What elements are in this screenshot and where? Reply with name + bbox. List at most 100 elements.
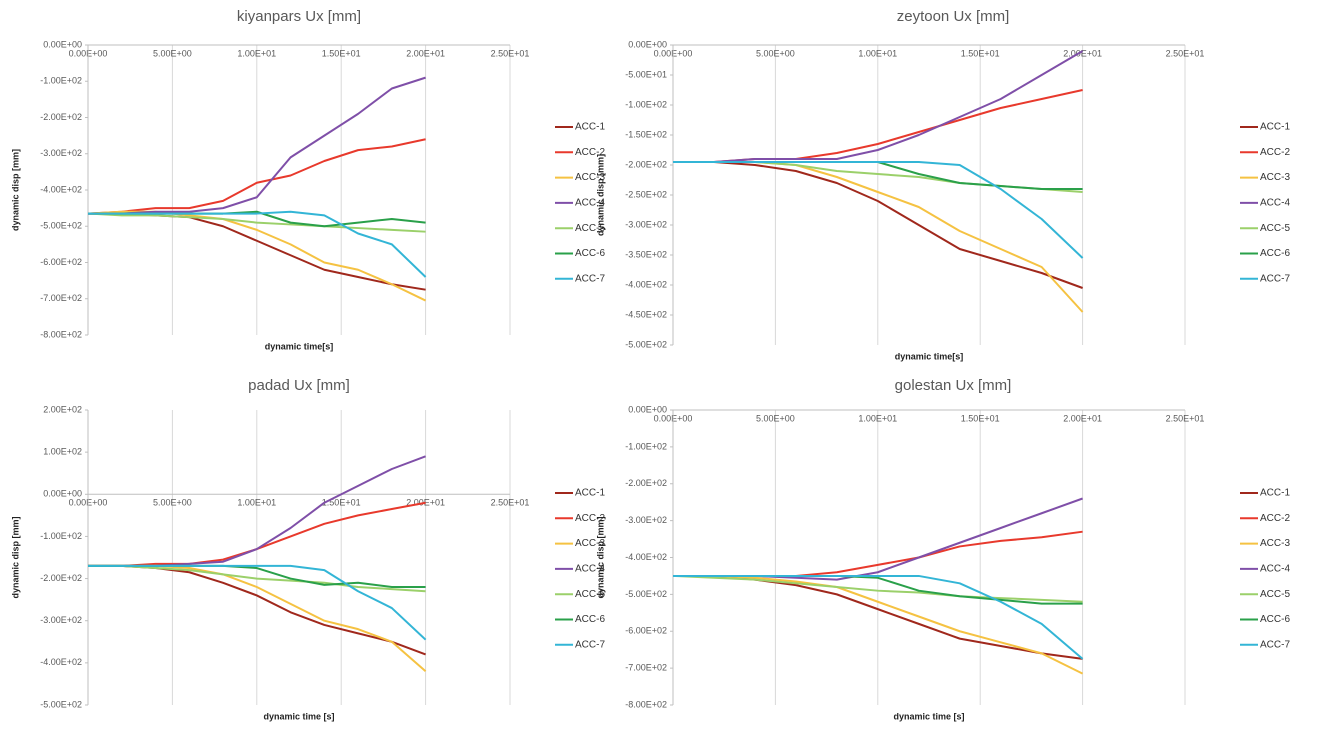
series-line [87,138,426,215]
legend-label: ACC-1 [1260,122,1290,133]
legend-label: ACC-6 [575,248,605,259]
y-tick-label: -2.00E+02 [40,573,82,583]
x-tick-label: 2.50E+01 [1166,413,1205,423]
y-tick-label: -1.00E+02 [40,76,82,86]
legend-label: ACC-4 [1260,198,1290,209]
series-line [673,574,1084,675]
x-tick-label: 5.00E+00 [756,48,795,58]
series-line [673,161,1084,259]
y-tick-label: -5.00E+02 [625,339,667,349]
x-tick-label: 1.50E+01 [961,48,1000,58]
legend-label: ACC-4 [1260,564,1290,575]
chart-title: padad Ux [mm] [248,377,350,394]
y-tick-label: -5.00E+02 [625,589,667,599]
y-tick-label: -4.50E+02 [625,309,667,319]
legend-label: ACC-2 [575,513,605,524]
x-tick-label: 1.00E+01 [237,498,276,508]
series-line [672,574,1083,603]
y-tick-label: -2.00E+02 [625,478,667,488]
y-tick-label: -6.00E+02 [40,257,82,267]
legend-label: ACC-1 [575,122,605,133]
legend-label: ACC-2 [575,147,605,158]
y-tick-label: -4.00E+02 [40,184,82,194]
y-tick-label: -1.00E+02 [40,531,82,541]
y-axis-title: dynamic disp [mm] [595,154,605,236]
legend-label: ACC-7 [575,273,605,284]
y-tick-label: -4.00E+02 [40,657,82,667]
legend-label: ACC-3 [1260,172,1290,183]
legend-label: ACC-4 [575,564,605,575]
legend-label: ACC-7 [1260,639,1290,650]
x-tick-label: 1.00E+01 [237,48,276,58]
y-tick-label: 0.00E+00 [628,39,667,49]
legend-label: ACC-2 [1260,513,1290,524]
y-axis-title: dynamic disp [mm] [10,149,20,231]
y-tick-label: -1.50E+02 [625,129,667,139]
y-tick-label: -6.00E+02 [625,626,667,636]
y-tick-label: -8.00E+02 [40,329,82,339]
x-tick-label: 1.50E+01 [961,413,1000,423]
x-tick-label: 2.50E+01 [491,48,530,58]
x-tick-label: 2.50E+01 [491,498,530,508]
legend-label: ACC-7 [575,639,605,650]
y-tick-label: -1.00E+02 [625,441,667,451]
y-tick-label: -3.00E+02 [40,615,82,625]
x-tick-label: 1.00E+01 [858,48,897,58]
y-tick-label: -3.00E+02 [40,148,82,158]
series-line [88,76,426,215]
legend-label: ACC-4 [575,198,605,209]
series-line [88,210,427,278]
legend-label: ACC-2 [1260,147,1290,158]
legend-label: ACC-3 [1260,538,1290,549]
y-tick-label: -3.00E+02 [625,515,667,525]
series-line [673,574,1084,660]
y-axis-title: dynamic disp [mm] [595,516,605,598]
y-tick-label: -7.00E+02 [40,293,82,303]
y-tick-label: -5.00E+02 [40,221,82,231]
x-axis-title: dynamic time[s] [895,351,964,361]
y-tick-label: -2.00E+02 [40,112,82,122]
x-axis-title: dynamic time [s] [893,711,964,721]
x-axis-title: dynamic time [s] [263,711,334,721]
series-line [673,50,1084,163]
y-tick-label: -4.00E+02 [625,552,667,562]
y-tick-label: -2.50E+02 [625,189,667,199]
y-tick-label: -8.00E+02 [625,699,667,709]
y-tick-label: 0.00E+00 [43,39,82,49]
series-line [88,564,427,641]
y-tick-label: -5.00E+01 [625,69,667,79]
legend-label: ACC-5 [1260,589,1290,600]
legend-label: ACC-6 [1260,614,1290,625]
legend-label: ACC-1 [575,488,605,499]
legend-label: ACC-1 [1260,488,1290,499]
x-axis-title: dynamic time[s] [265,341,334,351]
y-tick-label: 2.00E+02 [43,404,82,414]
legend-label: ACC-3 [575,172,605,183]
chart-title: kiyanpars Ux [mm] [237,8,361,25]
x-tick-label: 5.00E+00 [153,498,192,508]
y-tick-label: 0.00E+00 [43,489,82,499]
y-tick-label: 0.00E+00 [628,404,667,414]
x-tick-label: 2.00E+01 [1063,48,1102,58]
x-tick-label: 1.50E+01 [322,498,361,508]
y-tick-label: -1.00E+02 [625,99,667,109]
series-line [673,161,1083,289]
y-tick-label: -4.00E+02 [625,279,667,289]
x-tick-label: 1.50E+01 [322,48,361,58]
legend-label: ACC-5 [575,223,605,234]
legend-label: ACC-5 [1260,223,1290,234]
series-line [88,564,426,593]
legend-label: ACC-7 [1260,273,1290,284]
y-tick-label: 1.00E+02 [43,447,82,457]
series-line [87,212,426,233]
x-tick-label: 2.00E+01 [406,48,445,58]
chart-title: golestan Ux [mm] [895,377,1012,394]
legend-label: ACC-5 [575,589,605,600]
x-tick-label: 2.00E+01 [1063,413,1102,423]
y-tick-label: -3.00E+02 [625,219,667,229]
legend-label: ACC-6 [575,614,605,625]
x-tick-label: 5.00E+00 [756,413,795,423]
x-tick-label: 5.00E+00 [153,48,192,58]
